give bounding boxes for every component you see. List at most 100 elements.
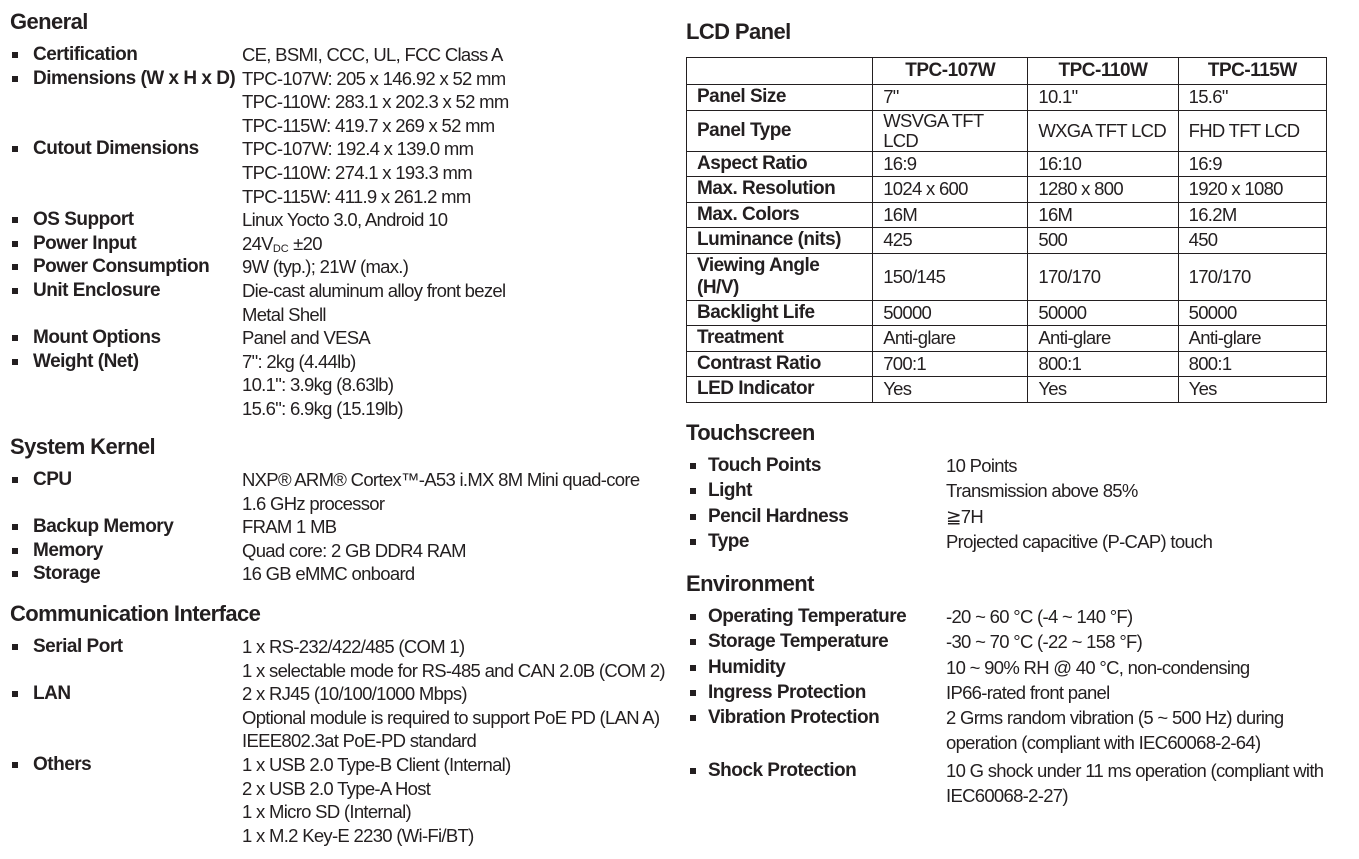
spec-item: Mount Options Panel and VESA (10, 326, 670, 350)
table-cell: 16:9 (1177, 150, 1328, 177)
spec-value: 2 Grms random vibration (5 ~ 500 Hz) dur… (946, 707, 1284, 729)
bullet-icon (12, 761, 18, 768)
spec-value: ≧7H (946, 505, 984, 527)
spec-value: 9W (typ.); 21W (max.) (242, 256, 409, 278)
bullet-icon (690, 538, 696, 545)
spec-value: 10 ~ 90% RH @ 40 °C, non-condensing (946, 656, 1250, 678)
spec-value: TPC-110W: 274.1 x 193.3 mm (242, 161, 473, 183)
table-row: Panel Type WSVGA TFT LCD WXGA TFT LCD FHD T… (685, 109, 1328, 152)
spec-label: Vibration Protection (708, 707, 880, 729)
spec-item: Power Consumption 9W (typ.); 21W (max.) (10, 255, 670, 279)
bullet-icon (690, 614, 696, 620)
spec-value: TPC-115W: 411.9 x 261.2 mm (242, 185, 471, 207)
table-cell: 700:1 (872, 350, 1029, 377)
spec-values: 2 Grms random vibration (5 ~ 500 Hz) dur… (946, 705, 1284, 756)
table-cell: Yes (1177, 376, 1328, 403)
spec-list: Certification CE, BSMI, CCC, UL, FCC Clas… (10, 43, 670, 421)
spec-values: 10 ~ 90% RH @ 40 °C, non-condensing (946, 655, 1250, 680)
spec-values: Quad core: 2 GB DDR4 RAM (242, 539, 466, 563)
spec-value: 16 GB eMMC onboard (242, 563, 415, 585)
spec-values: -30 ~ 70 °C (-22 ~ 158 °F) (946, 629, 1143, 654)
value-subscript: DC (272, 242, 289, 255)
spec-item: Ingress Protection IP66-rated front panel (686, 680, 1346, 705)
spec-values: NXP® ARM® Cortex™-A53 i.MX 8M Mini quad-… (242, 468, 640, 515)
spec-label: Storage Temperature (708, 631, 889, 653)
spec-value: 1 x M.2 Key-E 2230 (Wi-Fi/BT) (242, 824, 474, 846)
spec-value: IP66-rated front panel (946, 681, 1110, 703)
spec-section: Communication Interface Serial Port 1 x RS… (10, 601, 670, 847)
table-cell: 15.6" (1177, 84, 1328, 111)
table-cell: 425 (872, 227, 1029, 254)
table-cell: Yes (872, 376, 1029, 403)
section-heading: LCD Panel (686, 19, 791, 44)
table-cell: 50000 (872, 299, 1029, 326)
table-cell: Anti-glare (1177, 325, 1328, 352)
spec-item: Unit Enclosure Die-cast aluminum alloy fr… (10, 279, 670, 326)
section-heading: Environment (686, 571, 814, 596)
column-header: TPC-110W (1027, 57, 1179, 85)
spec-label: Serial Port (33, 636, 123, 657)
spec-label: Type (708, 530, 749, 552)
table-cell: 50000 (1027, 299, 1179, 326)
table-cell: Anti-glare (1027, 325, 1179, 352)
spec-values: Projected capacitive (P-CAP) touch (946, 529, 1213, 554)
row-header: Treatment (685, 325, 874, 352)
spec-values: 24VDC ±20 (242, 232, 322, 262)
spec-item: Cutout Dimensions TPC-107W: 192.4 x 139.0… (10, 137, 670, 208)
spec-values: -20 ~ 60 °C (-4 ~ 140 °F) (946, 604, 1133, 629)
bullet-icon (12, 264, 18, 271)
spec-item: Others 1 x USB 2.0 Type-B Client (Interna… (10, 753, 670, 847)
spec-value: 24VDC ±20 (242, 232, 322, 262)
spec-label: Operating Temperature (708, 606, 907, 627)
row-header: Max. Resolution (685, 176, 874, 203)
spec-item: Weight (Net) 7": 2kg (4.44lb) 10.1": 3.9kg… (10, 350, 670, 421)
spec-value: Die-cast aluminum alloy front bezel (242, 279, 506, 301)
table-cell: 1920 x 1080 (1177, 176, 1328, 203)
spec-item: Shock Protection 10 G shock under 11 ms o… (686, 758, 1346, 809)
spec-label: Power Input (33, 232, 137, 254)
table-row: Aspect Ratio 16:9 16:10 16:9 (685, 150, 1328, 177)
spec-values: CE, BSMI, CCC, UL, FCC Class A (242, 43, 503, 67)
spec-label: Power Consumption (33, 256, 210, 278)
table-row: Panel Size 7" 10.1" 15.6" (685, 84, 1328, 111)
table-cell: 800:1 (1027, 350, 1179, 377)
environment-section: Environment Operating Temperature -20 ~ 60… (686, 571, 1346, 808)
spec-values: 10 Points (946, 453, 1018, 478)
spec-value: 1.6 GHz processor (242, 492, 385, 514)
spec-item: Pencil Hardness ≧7H (686, 504, 1346, 529)
section-heading: Communication Interface (10, 601, 261, 626)
spec-values: 9W (typ.); 21W (max.) (242, 255, 409, 279)
spec-values: 2 x RJ45 (10/100/1000 Mbps) Optional modu… (242, 682, 660, 753)
table-cell: 800:1 (1177, 350, 1328, 377)
spec-value: 1 x selectable mode for RS-485 and CAN 2… (242, 659, 666, 681)
spec-values: Transmission above 85% (946, 478, 1138, 503)
spec-item: OS Support Linux Yocto 3.0, Android 10 (10, 208, 670, 232)
spec-item: Dimensions (W x H x D) TPC-107W: 205 x 14… (10, 67, 670, 138)
row-header: Viewing Angle (H/V) (685, 252, 874, 301)
spec-value: Quad core: 2 GB DDR4 RAM (242, 539, 466, 561)
spec-label: Memory (33, 539, 103, 561)
row-header: Panel Size (685, 84, 874, 111)
section-heading: Touchscreen (686, 420, 815, 445)
table-cell: 10.1" (1027, 84, 1179, 111)
spec-item: Touch Points 10 Points (686, 453, 1346, 478)
spec-values: IP66-rated front panel (946, 680, 1110, 705)
bullet-icon (12, 240, 18, 247)
bullet-icon (12, 52, 18, 58)
bullet-icon (690, 488, 696, 495)
spec-label: CPU (33, 469, 72, 490)
table-row: Luminance (nits) 425 500 450 (685, 227, 1328, 254)
table-cell: 170/170 (1027, 252, 1179, 301)
spec-value: IEEE802.3at PoE-PD standard (242, 730, 477, 752)
lcd-panel-section: LCD Panel (686, 19, 791, 45)
bullet-icon (12, 547, 18, 554)
bullet-icon (12, 287, 18, 294)
spec-value: Metal Shell (242, 303, 327, 325)
spec-value: Panel and VESA (242, 327, 371, 349)
spec-value: 1 x Micro SD (Internal) (242, 801, 412, 823)
spec-value: 2 x RJ45 (10/100/1000 Mbps) (242, 683, 468, 705)
spec-item: Vibration Protection 2 Grms random vibrat… (686, 705, 1346, 756)
spec-label: Weight (Net) (33, 350, 139, 372)
spec-values: 10 G shock under 11 ms operation (compli… (946, 758, 1324, 809)
spec-item: CPU NXP® ARM® Cortex™-A53 i.MX 8M Mini qu… (10, 468, 670, 515)
